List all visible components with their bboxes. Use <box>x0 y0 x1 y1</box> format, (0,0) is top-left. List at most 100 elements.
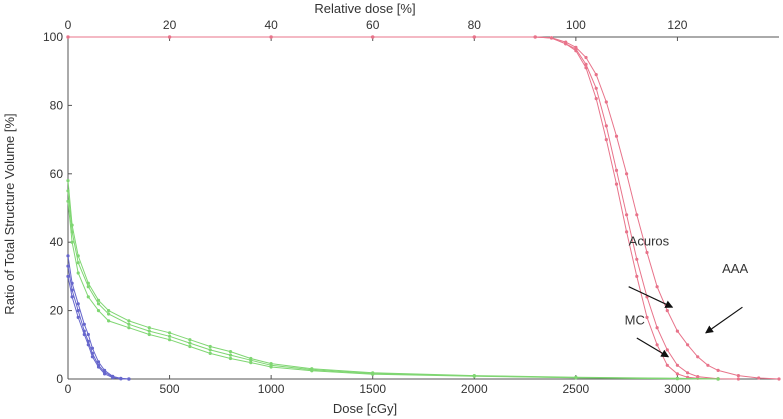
data-point <box>655 285 659 289</box>
data-point <box>147 332 151 337</box>
annotation-label: AAA <box>722 261 748 276</box>
axes <box>67 36 779 380</box>
data-point <box>736 377 741 381</box>
data-point <box>82 322 86 326</box>
y-tick-label: 100 <box>43 30 63 44</box>
data-point <box>208 351 212 355</box>
series-line <box>67 180 719 380</box>
series-line <box>68 36 780 380</box>
data-point <box>371 35 375 39</box>
data-point <box>604 138 608 142</box>
data-point <box>472 374 476 378</box>
x-tick-label: 2500 <box>563 382 590 396</box>
y-tick-label: 40 <box>50 235 64 249</box>
data-point <box>655 326 659 330</box>
data-point <box>645 315 649 319</box>
data-point <box>127 319 131 323</box>
series-line <box>68 36 719 380</box>
data-point <box>70 240 74 244</box>
data-point <box>635 274 639 278</box>
data-point <box>107 309 111 313</box>
data-point <box>188 344 192 349</box>
data-point <box>127 377 131 381</box>
data-point <box>736 374 741 378</box>
data-point <box>777 377 781 381</box>
annotation-layer: Acuros AAA MC <box>625 234 749 328</box>
data-point <box>249 361 253 365</box>
data-point <box>66 179 70 183</box>
data-point <box>665 309 669 313</box>
x2-tick-label: 40 <box>264 18 278 32</box>
series-layer <box>66 35 781 381</box>
x2-tick-label: 80 <box>468 18 482 32</box>
data-point <box>86 285 90 289</box>
data-point <box>228 350 233 354</box>
data-point <box>86 332 90 337</box>
data-point <box>675 377 680 381</box>
data-point <box>675 372 680 376</box>
x-tick-label: 3000 <box>664 382 691 396</box>
data-point <box>76 309 80 313</box>
data-point <box>269 365 273 369</box>
data-point <box>472 35 476 39</box>
data-point <box>584 62 588 66</box>
x-axis-title: Dose [cGy] <box>333 401 397 416</box>
y-tick-label: 20 <box>50 304 64 318</box>
data-point <box>716 368 720 372</box>
data-point <box>107 312 111 316</box>
data-point <box>168 331 172 335</box>
data-point <box>66 199 70 203</box>
data-point <box>686 343 690 347</box>
data-point <box>96 302 101 306</box>
data-point <box>625 230 629 234</box>
data-point <box>533 35 537 39</box>
data-point <box>188 341 192 345</box>
data-point <box>208 344 212 349</box>
x-tick-label: 1500 <box>359 382 386 396</box>
data-point <box>696 375 700 379</box>
y-tick-label: 0 <box>56 372 63 386</box>
data-point <box>594 73 598 77</box>
data-point <box>86 295 90 299</box>
data-point <box>594 86 598 90</box>
x2-tick-label: 100 <box>566 18 586 32</box>
data-point <box>269 35 273 39</box>
data-point <box>228 353 233 357</box>
data-point <box>675 363 680 367</box>
y-axis-title: Ratio of Total Structure Volume [%] <box>2 113 17 314</box>
ticks: 0 500 1000 1500 2000 2500 3000 0 20 40 60 80 100 120 0… <box>43 18 691 396</box>
data-point <box>76 302 80 306</box>
data-point <box>90 346 94 350</box>
data-point <box>310 369 314 373</box>
x2-tick-label: 120 <box>667 18 687 32</box>
data-point <box>574 376 578 380</box>
annotation-label: MC <box>625 312 645 327</box>
data-point <box>249 358 253 362</box>
data-point <box>675 329 680 333</box>
data-point <box>665 348 669 352</box>
data-point <box>127 322 131 326</box>
data-point <box>86 343 90 347</box>
y-tick-label: 60 <box>50 167 64 181</box>
series-line <box>67 190 719 380</box>
data-point <box>96 365 101 369</box>
data-point <box>635 257 639 261</box>
data-point <box>168 338 172 342</box>
data-point <box>66 254 70 258</box>
data-point <box>208 348 212 352</box>
data-point <box>168 35 172 39</box>
arrows-layer <box>628 286 743 358</box>
data-point <box>757 376 761 380</box>
data-point <box>96 309 101 313</box>
data-point <box>76 271 80 275</box>
data-point <box>604 124 608 128</box>
data-point <box>188 338 192 342</box>
x2-tick-label: 0 <box>65 18 72 32</box>
data-point <box>549 36 554 40</box>
data-point <box>614 168 619 172</box>
series-line <box>67 201 719 380</box>
data-point <box>82 332 86 337</box>
data-point <box>66 189 70 193</box>
data-point <box>614 182 619 186</box>
